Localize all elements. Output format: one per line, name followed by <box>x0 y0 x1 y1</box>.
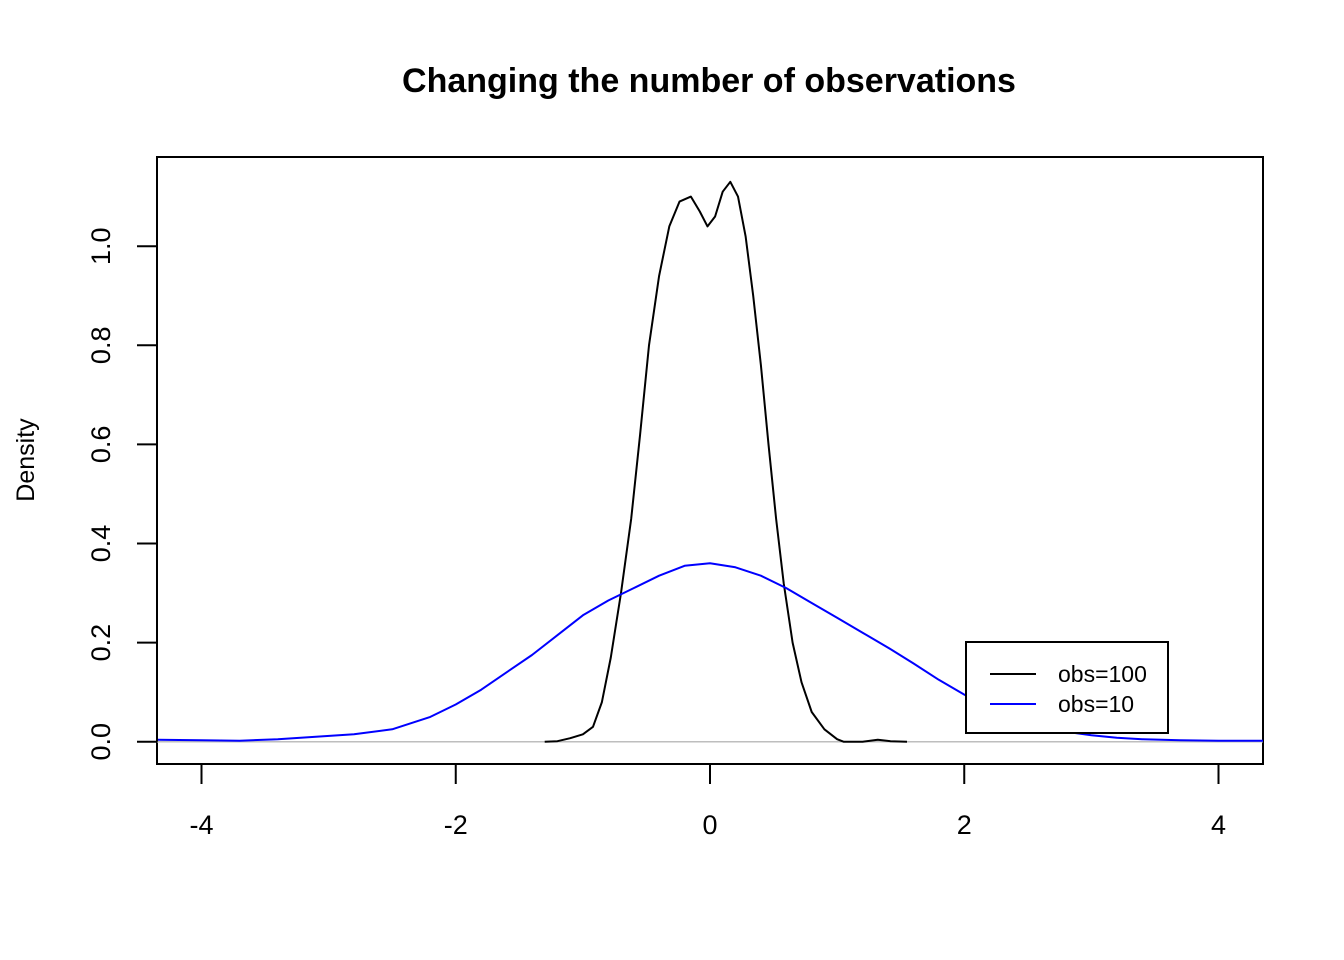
legend-box <box>965 641 1169 734</box>
series-line-obs100 <box>544 180 908 743</box>
y-axis: 0.0 0.2 0.4 0.6 0.8 1.0 <box>86 227 158 761</box>
legend-label-obs100: obs=100 <box>1058 661 1147 687</box>
legend: obs=100 obs=10 <box>965 641 1169 734</box>
y-tick-label: 0.8 <box>86 327 116 365</box>
y-tick-label: 0.4 <box>86 525 116 563</box>
x-tick-label: 2 <box>957 810 972 840</box>
x-tick-label: -4 <box>189 810 213 840</box>
x-tick-label: 4 <box>1211 810 1226 840</box>
y-tick-label: 0.2 <box>86 624 116 662</box>
x-axis: -4 -2 0 2 4 <box>189 763 1226 840</box>
legend-label-obs10: obs=10 <box>1058 691 1134 717</box>
chart-title: Changing the number of observations <box>402 62 1016 100</box>
y-axis-label: Density <box>12 418 40 502</box>
y-tick-label: 1.0 <box>86 227 116 265</box>
x-tick-label: 0 <box>702 810 717 840</box>
x-tick-label: -2 <box>444 810 468 840</box>
y-tick-label: 0.0 <box>86 723 116 761</box>
y-tick-label: 0.6 <box>86 426 116 464</box>
